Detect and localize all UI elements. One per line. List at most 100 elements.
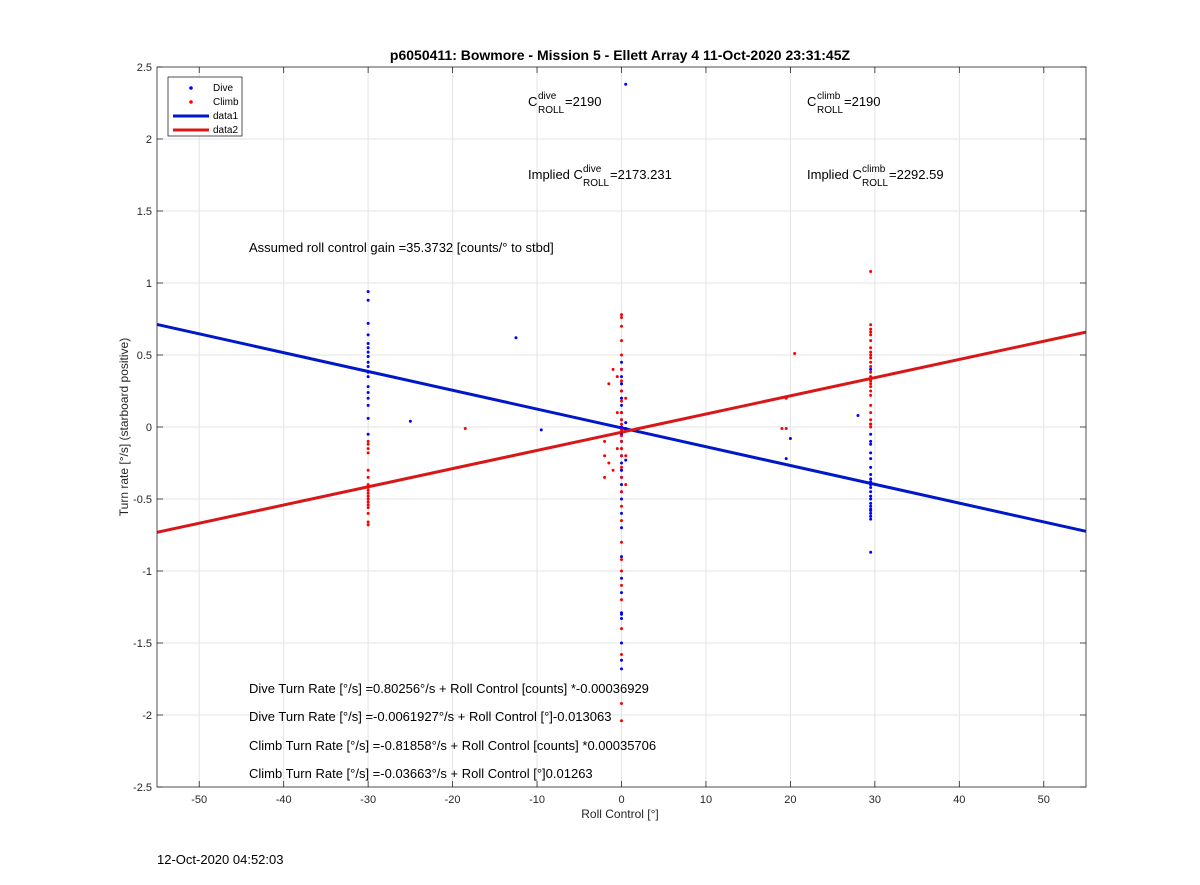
y-tick-label: 2.5 — [137, 62, 152, 74]
climb-point — [620, 339, 623, 343]
climb-point — [620, 465, 623, 469]
dive-point — [869, 550, 873, 554]
implied-dive-pre: Implied C — [528, 167, 583, 182]
climb-point — [603, 439, 607, 443]
climb-point — [620, 454, 623, 458]
dive-point — [366, 290, 370, 294]
climb-point — [620, 389, 623, 393]
climb-point — [620, 557, 623, 561]
climb-point — [366, 447, 370, 451]
dive-point — [366, 346, 370, 350]
annotation-implied-dive: Implied C dive ROLL =2173.231 — [528, 164, 672, 189]
dive-point — [620, 667, 623, 671]
y-tick-label: -2.5 — [133, 782, 152, 794]
climb-point — [620, 540, 623, 544]
climb-point — [366, 468, 370, 472]
dive-point — [620, 425, 623, 429]
dive-point — [869, 473, 873, 477]
dive-point — [869, 439, 873, 443]
dive-point — [869, 509, 873, 513]
x-tick-label: 0 — [618, 794, 624, 806]
climb-point — [620, 627, 623, 631]
climb-point — [366, 523, 370, 527]
dive-point — [869, 457, 873, 461]
legend: Dive Climb data1 data2 — [167, 76, 243, 137]
dive-point — [624, 458, 628, 462]
climb-point — [620, 569, 623, 573]
climb-point — [620, 583, 623, 587]
dive-point — [869, 517, 873, 521]
climb-point — [869, 425, 873, 429]
climb-point — [603, 475, 607, 479]
climb-point — [869, 382, 873, 386]
climb-point — [869, 393, 873, 397]
dive-point — [869, 485, 873, 489]
dive-point — [620, 360, 623, 364]
climb-point — [869, 330, 873, 334]
climb-point — [869, 269, 873, 273]
dive-point — [788, 437, 792, 441]
climb-point — [869, 389, 873, 393]
climb-point — [793, 352, 797, 356]
climb-point — [869, 350, 873, 354]
climb-point — [869, 403, 873, 407]
dive-point — [366, 375, 370, 379]
c-roll-climb-value: =2190 — [844, 94, 881, 109]
climb-point — [869, 370, 873, 374]
climb-point — [624, 396, 628, 400]
climb-point — [620, 353, 623, 357]
climb-point — [366, 483, 370, 487]
climb-point — [869, 379, 873, 383]
dive-point — [620, 617, 623, 621]
dive-point — [366, 354, 370, 358]
climb-point — [607, 382, 611, 386]
climb-point — [366, 503, 370, 507]
climb-point — [620, 519, 623, 523]
dive-point — [620, 641, 623, 645]
dive-point — [366, 350, 370, 354]
climb-point — [615, 447, 619, 451]
y-tick-label: -1.5 — [133, 638, 152, 650]
c-roll-dive-sub: ROLL — [538, 105, 565, 116]
dive-point — [869, 514, 873, 518]
plot-area: -50 -40 -30 -20 -10 0 10 20 30 40 50 2.5 2 1.5 1 0.5 0 -0… — [133, 62, 1087, 806]
dive-point — [366, 370, 370, 374]
climb-point — [780, 426, 784, 430]
y-tick-label: -2 — [142, 710, 152, 722]
dive-point — [366, 341, 370, 345]
climb-point — [615, 411, 619, 415]
climb-point — [620, 447, 623, 451]
climb-point — [624, 483, 628, 487]
footer-timestamp: 12-Oct-2020 04:52:03 — [157, 852, 284, 867]
x-tick-label: -20 — [445, 794, 461, 806]
dive-point — [869, 465, 873, 469]
dive-point — [408, 419, 412, 423]
climb-point — [869, 360, 873, 364]
climb-point — [620, 428, 623, 432]
climb-point — [620, 418, 623, 422]
dive-point — [869, 497, 873, 501]
dive-point — [366, 390, 370, 394]
climb-point — [869, 375, 873, 379]
dive-point — [366, 416, 370, 420]
c-roll-dive-value: =2190 — [565, 94, 602, 109]
climb-point — [869, 418, 873, 422]
climb-point — [607, 461, 611, 465]
dive-point — [620, 403, 623, 407]
dive-point — [620, 461, 623, 465]
climb-point — [869, 356, 873, 360]
dive-point — [366, 432, 370, 436]
fit-line-data2 — [156, 330, 1087, 534]
x-tick-label: 20 — [784, 794, 796, 806]
dive-point — [514, 336, 518, 340]
climb-point — [366, 494, 370, 498]
climb-point — [366, 511, 370, 515]
dive-point — [620, 576, 623, 580]
dive-point — [620, 483, 623, 487]
dive-point — [620, 497, 623, 501]
data-points — [366, 82, 873, 723]
y-tick-label: 2 — [146, 134, 152, 146]
annotation-eq-climb-degrees: Climb Turn Rate [°/s] =-0.03663°/s + Rol… — [249, 766, 593, 781]
dive-point — [366, 385, 370, 389]
dive-point — [869, 451, 873, 455]
